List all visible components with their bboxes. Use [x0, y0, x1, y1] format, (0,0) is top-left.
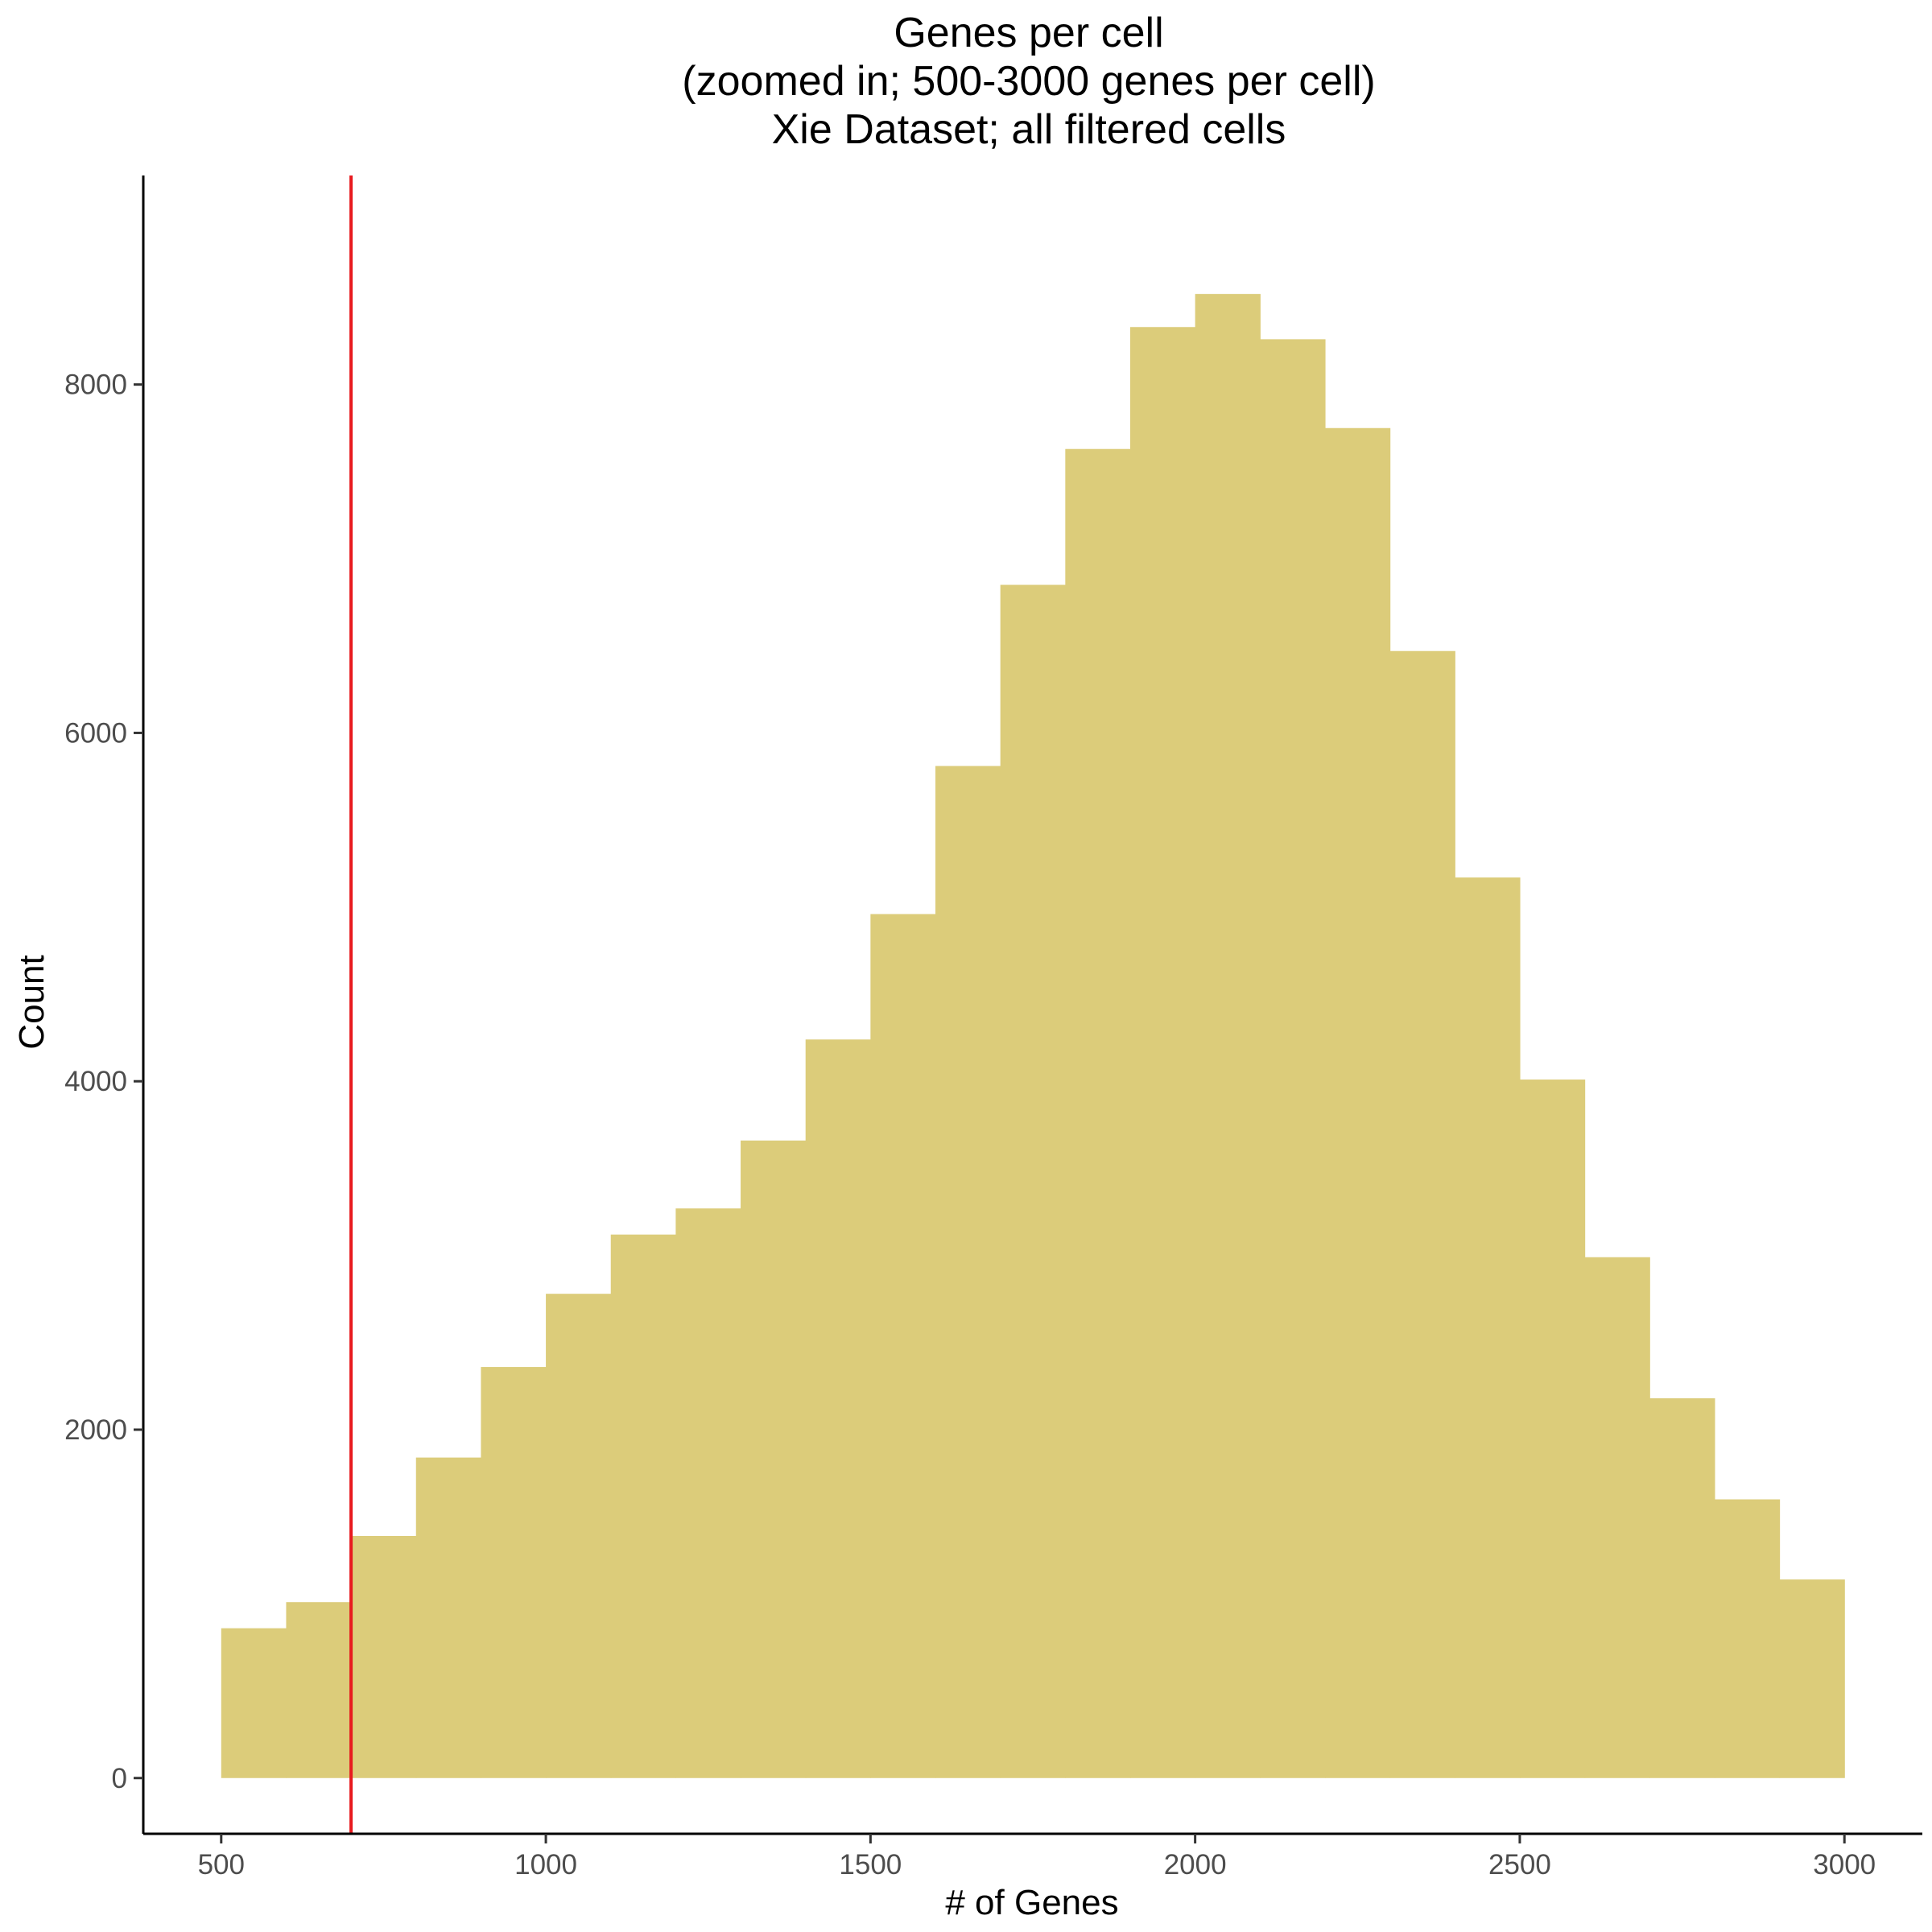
- histogram-bar: [1389, 650, 1455, 1778]
- histogram-bar: [1519, 1080, 1586, 1778]
- histogram-bar: [1649, 1398, 1715, 1778]
- histogram-bar: [870, 914, 936, 1778]
- chart-title-line-3: Xie Dataset; all filtered cells: [772, 106, 1286, 153]
- histogram-bar: [1195, 294, 1261, 1778]
- histogram-bar: [935, 766, 1001, 1778]
- x-axis-title: # of Genes: [945, 1883, 1118, 1922]
- histogram-bar: [1129, 327, 1196, 1778]
- chart-title: Genes per cell (zoomed in; 500-3000 gene…: [682, 10, 1375, 153]
- histogram-bar: [1065, 448, 1131, 1778]
- y-axis: 0 2000 4000 6000 8000: [64, 175, 145, 1834]
- x-tick-label: 1500: [839, 1849, 902, 1880]
- histogram-bar: [1584, 1257, 1650, 1778]
- y-tick-label: 2000: [64, 1414, 127, 1446]
- histogram-bar: [1779, 1579, 1845, 1778]
- x-tick-label: 2500: [1488, 1849, 1551, 1880]
- histogram-bar: [610, 1234, 676, 1778]
- histogram-bar: [1455, 877, 1521, 1778]
- histogram-bar: [1260, 339, 1326, 1778]
- histogram-bar: [415, 1457, 482, 1778]
- histogram-bar: [1000, 584, 1066, 1778]
- histogram-bar: [286, 1602, 352, 1778]
- chart-title-line-2: (zoomed in; 500-3000 genes per cell): [682, 58, 1375, 105]
- histogram-bar: [221, 1628, 287, 1778]
- histogram-bars: [221, 294, 1845, 1778]
- histogram-bar: [741, 1140, 807, 1778]
- x-tick-label: 3000: [1813, 1849, 1876, 1880]
- y-tick-label: 6000: [64, 717, 127, 749]
- y-tick-label: 8000: [64, 369, 127, 401]
- histogram-bar: [805, 1039, 871, 1778]
- chart-title-line-1: Genes per cell: [894, 10, 1163, 56]
- histogram-bar: [481, 1367, 547, 1778]
- histogram-bar: [1324, 427, 1391, 1778]
- x-tick-label: 2000: [1164, 1849, 1227, 1880]
- x-tick-label: 500: [198, 1849, 245, 1880]
- histogram-bar: [1714, 1499, 1781, 1778]
- x-tick-label: 1000: [514, 1849, 577, 1880]
- y-tick-label: 0: [112, 1763, 127, 1794]
- histogram-bar: [351, 1535, 417, 1778]
- y-axis-title: Count: [12, 955, 52, 1049]
- histogram-bar: [546, 1294, 612, 1778]
- y-tick-label: 4000: [64, 1066, 127, 1097]
- histogram-bar: [675, 1208, 741, 1778]
- x-axis: 500 1000 1500 2000 2500 3000: [143, 1832, 1922, 1880]
